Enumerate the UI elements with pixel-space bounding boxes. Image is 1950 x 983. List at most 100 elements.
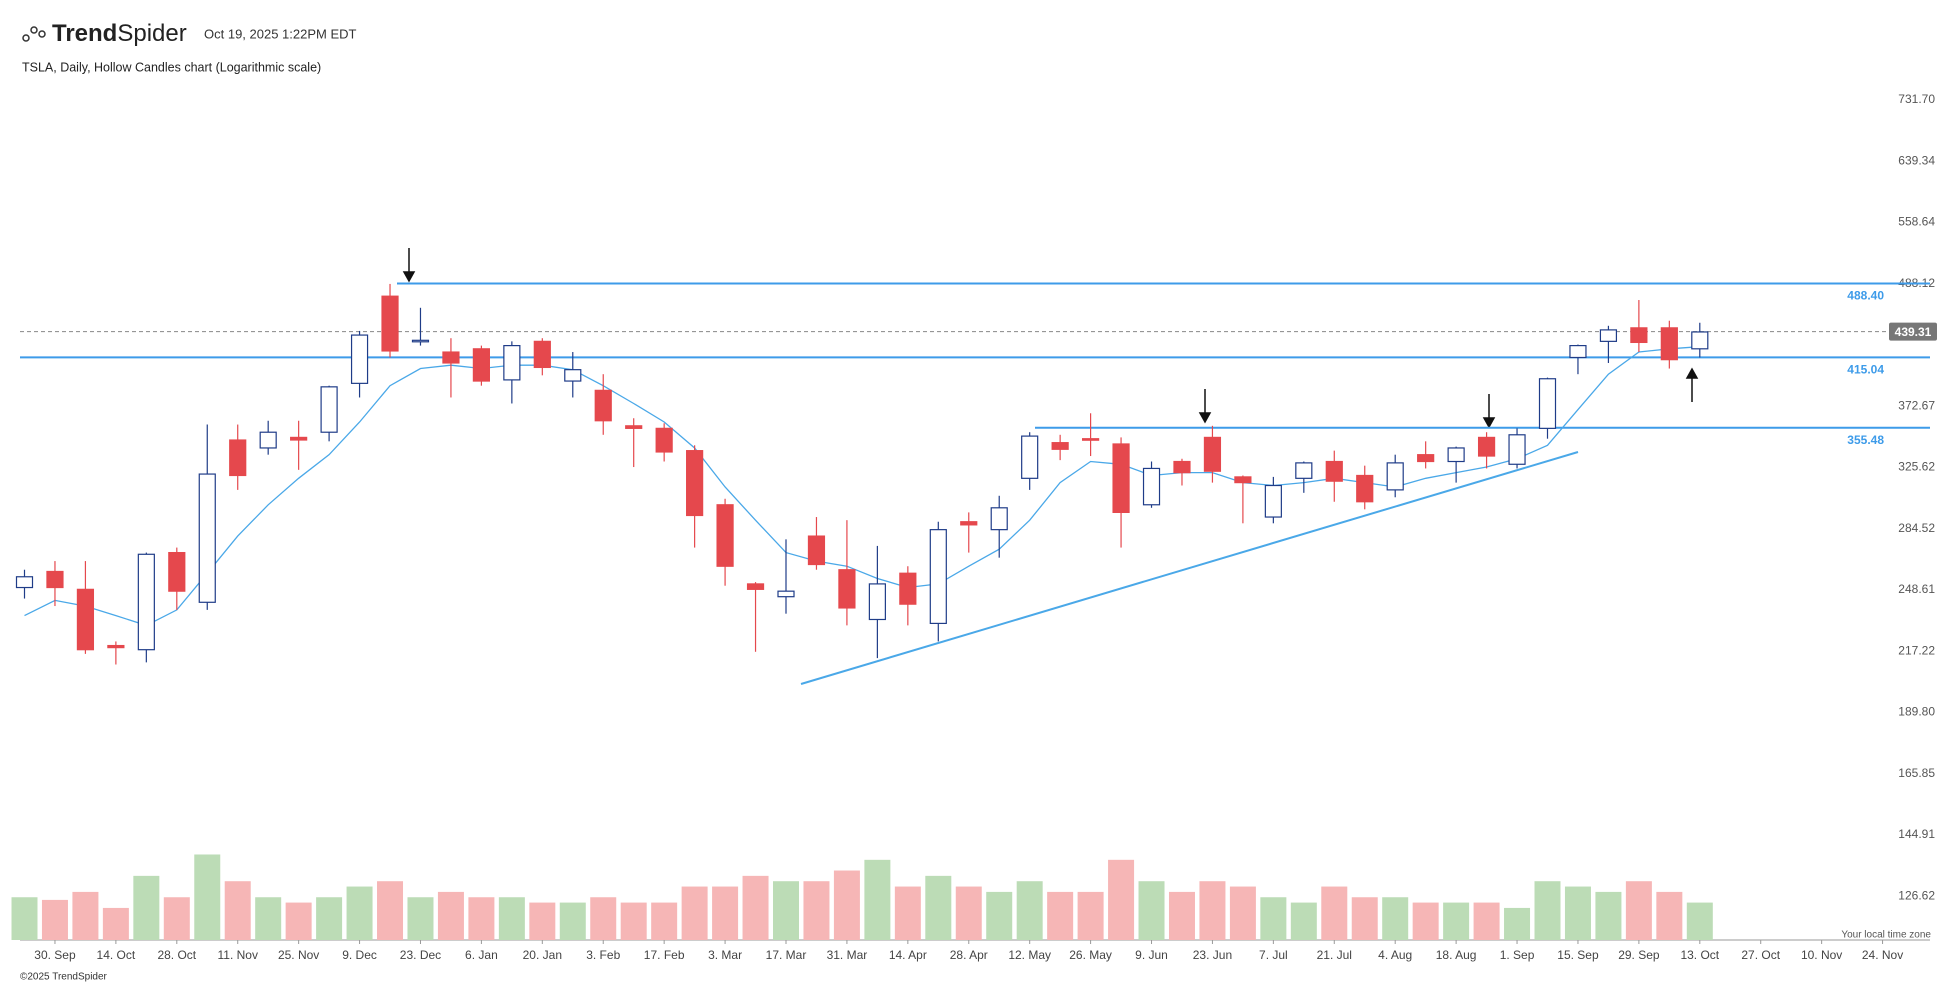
candle-body xyxy=(1386,462,1404,491)
candle-body xyxy=(1325,460,1343,482)
x-tick-label: 27. Oct xyxy=(1741,948,1780,962)
volume-bar xyxy=(346,886,373,940)
volume-bar xyxy=(712,886,739,940)
volume-bar xyxy=(224,881,251,940)
candle-body xyxy=(229,439,247,477)
candle-body xyxy=(990,507,1008,531)
candle xyxy=(442,338,460,398)
x-tick-label: 4. Aug xyxy=(1378,948,1412,962)
x-tick-label: 29. Sep xyxy=(1618,948,1660,962)
y-tick-label: 126.62 xyxy=(1898,888,1935,902)
volume-bar xyxy=(102,907,129,940)
candle xyxy=(1112,437,1130,548)
volume-bar xyxy=(377,881,404,940)
volume-bar xyxy=(194,854,221,940)
y-tick-label: 372.67 xyxy=(1898,398,1935,412)
logo-icon xyxy=(22,34,30,42)
x-tick-label: 31. Mar xyxy=(827,948,868,962)
candle xyxy=(960,512,978,553)
candle xyxy=(229,424,247,490)
x-tick-label: 1. Sep xyxy=(1500,948,1535,962)
y-tick-label: 144.91 xyxy=(1898,827,1935,841)
x-tick-label: 26. May xyxy=(1069,948,1112,962)
candle xyxy=(1630,300,1648,353)
volume-bar xyxy=(1351,897,1378,940)
candle-body xyxy=(1081,438,1100,441)
candle xyxy=(107,641,125,665)
candle xyxy=(46,561,64,607)
volume-bar xyxy=(1504,907,1531,940)
candle-body xyxy=(442,351,460,364)
candle xyxy=(777,539,795,614)
candle-body xyxy=(350,334,369,384)
volume-bar xyxy=(1595,891,1622,940)
candle xyxy=(381,283,399,358)
candle-body xyxy=(1112,443,1130,513)
timestamp: Oct 19, 2025 1:22PM EDT xyxy=(204,26,357,41)
candle xyxy=(15,569,34,599)
volume-bar xyxy=(1656,891,1683,940)
candle xyxy=(198,424,216,610)
candle-body xyxy=(1660,327,1678,361)
candle-body xyxy=(15,576,34,589)
candle-body xyxy=(320,386,338,433)
volume-bar xyxy=(498,897,525,940)
candle xyxy=(1447,446,1465,483)
volume-bar xyxy=(437,891,464,940)
candle xyxy=(1569,344,1587,375)
y-tick-label: 325.62 xyxy=(1898,460,1935,474)
chart-title: TSLA, Daily, Hollow Candles chart (Logar… xyxy=(22,60,321,74)
candle xyxy=(686,445,704,548)
candle-body xyxy=(1295,462,1313,479)
x-tick-label: 11. Nov xyxy=(217,948,257,962)
volume-bar xyxy=(742,875,769,940)
volume-bar xyxy=(803,881,830,940)
volume-bar xyxy=(986,891,1013,940)
level-label: 488.40 xyxy=(1847,289,1884,303)
candle-body xyxy=(503,345,521,381)
candle xyxy=(503,341,521,404)
candle-body xyxy=(1173,460,1191,474)
y-tick-label: 558.64 xyxy=(1898,215,1935,229)
volume-bar xyxy=(1382,897,1409,940)
candle-body xyxy=(1691,331,1709,350)
x-tick-label: 23. Jun xyxy=(1193,948,1232,962)
volume-bar xyxy=(1625,881,1652,940)
candle-body xyxy=(76,588,95,651)
candle-body xyxy=(1234,476,1252,484)
volume-bar xyxy=(133,875,160,940)
candle-body xyxy=(533,340,551,369)
x-tick-label: 17. Mar xyxy=(766,948,807,962)
candle-body xyxy=(686,450,704,517)
x-tick-label: 9. Dec xyxy=(342,948,377,962)
volume-bar xyxy=(1290,902,1317,940)
last-price-tag xyxy=(1889,322,1937,341)
x-tick-label: 14. Oct xyxy=(97,948,136,962)
candle-body xyxy=(838,569,856,609)
candle xyxy=(76,561,95,654)
footer: ©2025 TrendSpider xyxy=(20,972,108,983)
x-tick-label: 6. Jan xyxy=(465,948,498,962)
volume-bar xyxy=(1229,886,1256,940)
logo-text: TrendSpider xyxy=(52,20,187,47)
candle xyxy=(990,495,1008,558)
candle xyxy=(1599,325,1618,363)
volume-bar xyxy=(1473,902,1500,940)
candle-body xyxy=(1599,329,1618,342)
timezone-note: Your local time zone xyxy=(1841,930,1931,941)
candle-body xyxy=(655,427,673,453)
x-tick-label: 20. Jan xyxy=(523,948,562,962)
candle xyxy=(929,521,947,642)
x-tick-label: 10. Nov xyxy=(1801,948,1842,962)
candle xyxy=(594,374,612,435)
candle xyxy=(1508,428,1526,469)
candle xyxy=(168,547,186,610)
volume-bar xyxy=(72,891,99,940)
arrow-head xyxy=(1685,367,1699,379)
candle-body xyxy=(472,348,490,382)
candle-body xyxy=(411,339,430,343)
candle xyxy=(1538,377,1557,439)
volume-bar xyxy=(1321,886,1348,940)
candle xyxy=(320,385,338,442)
volume-bar xyxy=(651,902,678,940)
